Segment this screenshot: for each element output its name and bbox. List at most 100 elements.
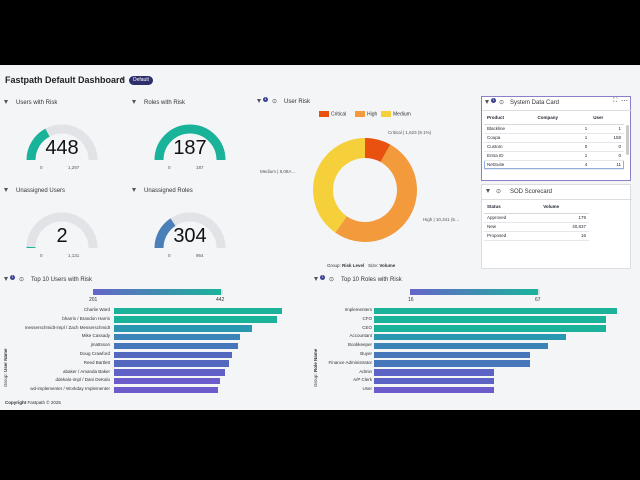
- range-min: 201: [89, 297, 98, 303]
- dashboard-title: Fastpath Default Dashboard: [5, 75, 126, 85]
- legend-item[interactable]: Critical: [319, 111, 346, 117]
- table-row[interactable]: Blackline 1 1: [484, 124, 624, 134]
- expand-icon[interactable]: ⛶: [613, 98, 618, 104]
- settings-icon[interactable]: ⊙: [19, 277, 25, 283]
- table-cell: 16: [540, 231, 589, 241]
- gauge-arc: [26, 212, 98, 249]
- settings-icon[interactable]: ⊙: [496, 189, 502, 195]
- gauge-panel: Users with Risk 448 0 1,297: [0, 95, 124, 179]
- filter-icon[interactable]: [4, 188, 8, 194]
- settings-icon[interactable]: ⊙: [329, 277, 335, 283]
- donut-slice-medium[interactable]: [313, 138, 365, 233]
- filter-icon[interactable]: [486, 189, 490, 195]
- donut-label-high: High | 10,341 (5…: [423, 217, 460, 222]
- range-slider[interactable]: [93, 289, 223, 295]
- gauge-panel: Unassigned Roles 304 0 964: [128, 183, 252, 267]
- table-cell: 40,837: [540, 222, 589, 232]
- gauge-fill: [154, 124, 226, 161]
- bar[interactable]: [114, 342, 238, 350]
- range-slider[interactable]: [410, 289, 540, 295]
- scrollbar[interactable]: [626, 125, 629, 155]
- table-row[interactable]: New 40,837: [484, 222, 589, 232]
- table-row[interactable]: Entra ID 1 0: [484, 151, 624, 161]
- table-cell: New: [484, 222, 541, 232]
- table-row[interactable]: Coupa 1 158: [484, 133, 624, 143]
- bar-label: wd-implementer / Workday Implementer: [30, 386, 110, 392]
- bar-label: bharris / Brandon Harris: [62, 315, 110, 321]
- table-cell: 179: [540, 213, 589, 223]
- legend-item[interactable]: Medium: [381, 111, 411, 117]
- top-roles-title: Top 10 Roles with Risk: [341, 277, 402, 283]
- filter-icon[interactable]: [132, 100, 136, 106]
- bar-label: Buyer: [360, 351, 372, 356]
- column-header[interactable]: Company: [534, 112, 591, 125]
- user-risk-title: User Risk: [284, 99, 311, 105]
- filter-count-badge: 1: [263, 97, 268, 102]
- table-row[interactable]: Approved 179: [484, 213, 589, 223]
- gauge-arc: [154, 212, 226, 249]
- bar[interactable]: [374, 316, 607, 323]
- filter-icon[interactable]: [132, 188, 136, 194]
- bar[interactable]: [374, 325, 607, 332]
- bar[interactable]: [114, 386, 218, 394]
- bar-label: abaker / Amanda Baker: [62, 368, 110, 374]
- donut-slice-critical[interactable]: [365, 138, 391, 163]
- filter-icon[interactable]: [4, 100, 8, 106]
- filter-icon[interactable]: [314, 277, 318, 283]
- bar[interactable]: [114, 333, 241, 341]
- user-risk-donut: [313, 138, 417, 242]
- gauge-title: Users with Risk: [16, 100, 58, 106]
- bar[interactable]: [374, 360, 530, 367]
- settings-icon[interactable]: ⊙: [499, 100, 505, 106]
- bar[interactable]: [114, 377, 221, 385]
- column-header[interactable]: Status: [484, 201, 541, 214]
- gauge-value: 448: [45, 137, 79, 159]
- range-min: 16: [408, 297, 414, 303]
- gauge-title: Roles with Risk: [144, 100, 186, 106]
- chevron-down-icon[interactable]: ▾: [121, 76, 125, 83]
- system-data-card: 1 ⊙ System Data Card ⛶ ⋯ Product Company…: [481, 96, 632, 181]
- legend-item[interactable]: High: [355, 111, 377, 117]
- bar[interactable]: [374, 333, 567, 341]
- settings-icon[interactable]: ⊙: [272, 99, 278, 105]
- donut-slice-high[interactable]: [335, 144, 417, 242]
- column-header[interactable]: User: [590, 112, 624, 125]
- bar[interactable]: [374, 342, 549, 350]
- bar[interactable]: [374, 369, 494, 376]
- dashboard-app: Fastpath Default Dashboard ▾ Default Use…: [0, 65, 640, 410]
- bar-label: Finance Administrator: [328, 359, 372, 365]
- filter-icon[interactable]: [257, 99, 261, 105]
- bar-label: A/P Clerk: [353, 377, 372, 383]
- bar[interactable]: [114, 307, 282, 314]
- bar[interactable]: [374, 377, 494, 385]
- gauge-min: 0: [168, 165, 171, 170]
- filter-icon[interactable]: [4, 277, 8, 283]
- table-cell: 1: [534, 151, 591, 161]
- gauge-max: 1,131: [68, 253, 80, 258]
- bar[interactable]: [114, 325, 252, 332]
- bar[interactable]: [114, 316, 278, 323]
- table-row[interactable]: Custom 0 0: [484, 142, 624, 152]
- table-cell: 1: [590, 124, 624, 134]
- bar[interactable]: [114, 369, 225, 376]
- gauge-value: 2: [56, 225, 68, 247]
- donut-footer: Group: Risk Level Size: Volume: [327, 263, 396, 268]
- table-row[interactable]: NetSuite 4 11: [484, 160, 624, 170]
- bar[interactable]: [374, 351, 530, 358]
- filter-icon[interactable]: [485, 100, 489, 106]
- table-cell: Blackline: [484, 124, 535, 134]
- bar[interactable]: [374, 386, 494, 394]
- sod-scorecard-title: SOD Scorecard: [510, 189, 553, 195]
- gauge-min: 0: [40, 165, 43, 170]
- bar[interactable]: [114, 351, 232, 358]
- sod-scorecard-panel: ⊙ SOD Scorecard Status Volume Approved 17…: [481, 184, 632, 269]
- bar[interactable]: [374, 307, 617, 314]
- column-header[interactable]: Product: [484, 112, 535, 125]
- column-header[interactable]: Volume: [540, 201, 589, 214]
- bar-label: Admin: [359, 368, 372, 374]
- bar[interactable]: [114, 360, 230, 367]
- more-options-icon[interactable]: ⋯: [621, 98, 628, 105]
- table-cell: 0: [590, 142, 624, 152]
- bar-label: CEO: [362, 324, 372, 330]
- table-row[interactable]: Proposed 16: [484, 231, 589, 241]
